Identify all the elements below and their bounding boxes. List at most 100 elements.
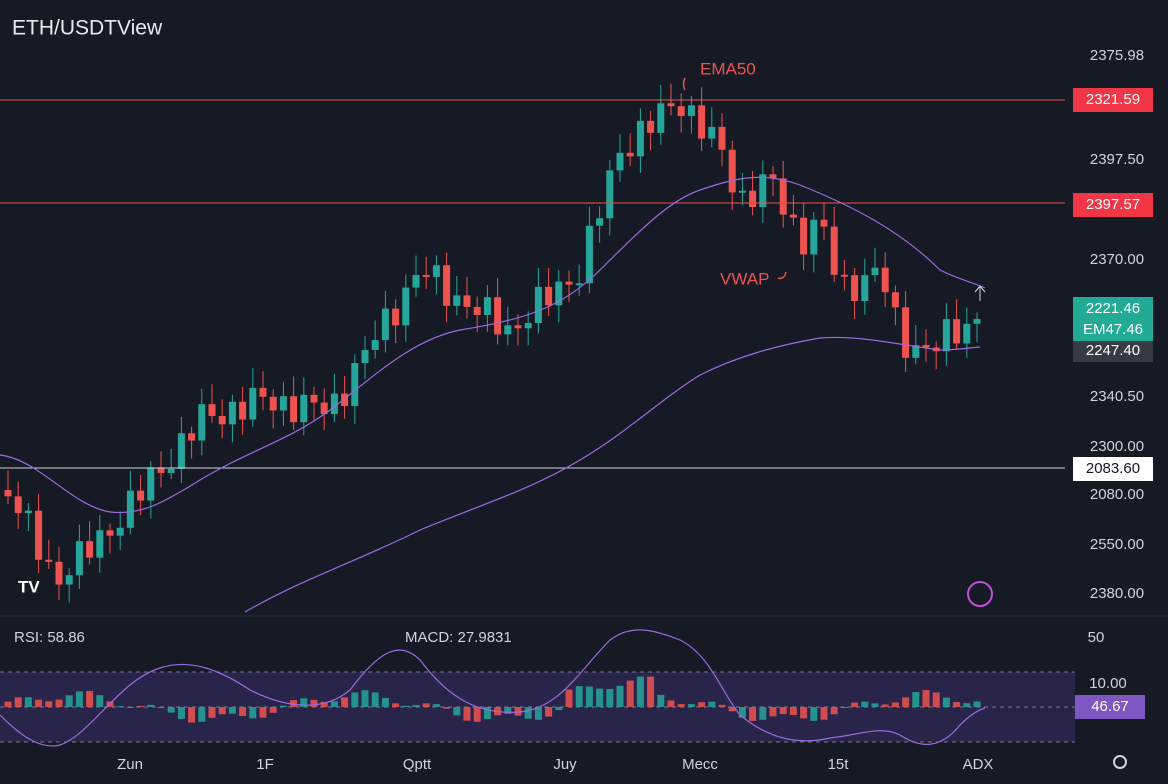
histogram-bar — [606, 688, 614, 707]
histogram-bar — [759, 707, 767, 720]
candle-body — [432, 265, 440, 277]
histogram-bar — [422, 703, 430, 707]
candle-body — [728, 149, 736, 193]
candle-body — [708, 126, 716, 139]
arrow-icon — [974, 285, 986, 301]
candle-body — [667, 103, 675, 107]
candle-body — [443, 265, 451, 306]
candle-body — [116, 527, 124, 536]
candle-body — [759, 174, 767, 208]
candle-body — [75, 541, 83, 576]
candle-body — [483, 297, 491, 315]
replay-icon[interactable] — [967, 581, 993, 607]
histogram-bar — [55, 699, 63, 707]
histogram-bar — [932, 692, 940, 707]
histogram-bar — [657, 694, 665, 707]
settings-icon[interactable] — [1113, 755, 1127, 769]
candle-body — [279, 396, 287, 411]
rsi-label: RSI: 58.86 — [14, 629, 85, 646]
histogram-bar — [4, 701, 12, 707]
candle-body — [657, 103, 665, 133]
candle-body — [851, 275, 859, 301]
candle-body — [167, 468, 175, 473]
histogram-bar — [96, 695, 104, 707]
candle-body — [341, 393, 349, 407]
histogram-bar — [953, 702, 961, 707]
candle-body — [902, 307, 910, 358]
histogram-bar — [881, 704, 889, 707]
candle-body — [259, 387, 267, 397]
candle-body — [830, 226, 838, 275]
candle-body — [310, 394, 318, 403]
price-tag-text: 2083.60 — [1086, 460, 1140, 477]
histogram-bar — [86, 691, 94, 707]
histogram-bar — [677, 704, 685, 707]
candle-body — [86, 541, 94, 558]
candle-body — [840, 274, 848, 277]
macd-label: MACD: 27.9831 — [405, 629, 512, 646]
histogram-bar — [504, 707, 512, 714]
time-label: 15t — [828, 756, 850, 773]
histogram-bar — [188, 707, 196, 723]
price-tag — [1073, 297, 1153, 341]
histogram-bar — [647, 676, 655, 707]
candle-body — [126, 490, 134, 528]
candle-body — [514, 325, 522, 329]
candle-body — [198, 404, 206, 441]
candle-body — [698, 105, 706, 139]
histogram-bar — [534, 707, 542, 720]
histogram-bar — [371, 692, 379, 707]
indicator-axis-label: 50 — [1088, 629, 1105, 646]
price-tag — [1073, 457, 1153, 481]
histogram-bar — [259, 707, 267, 718]
price-tag — [1073, 341, 1153, 362]
time-label: Zun — [117, 756, 143, 773]
candle-body — [616, 152, 624, 171]
candle-body — [596, 218, 604, 226]
candle-body — [45, 559, 53, 562]
candle-body — [106, 530, 114, 536]
chart-title: ETH/USDTView — [12, 17, 163, 40]
candle-body — [330, 393, 338, 415]
histogram-bar — [14, 697, 22, 707]
histogram-bar — [116, 706, 124, 708]
candle-body — [249, 387, 257, 420]
histogram-bar — [687, 704, 695, 707]
histogram-bar — [616, 685, 624, 707]
vwap-label: VWAP — [720, 269, 769, 288]
histogram-bar — [208, 707, 216, 718]
histogram-bar — [963, 703, 971, 707]
candle-body — [677, 106, 685, 117]
histogram-bar — [453, 707, 461, 716]
histogram-bar — [147, 704, 155, 707]
candle-body — [575, 283, 583, 286]
candle-body — [35, 510, 43, 560]
candle-body — [565, 281, 573, 285]
candle-body — [881, 267, 889, 293]
histogram-bar — [524, 707, 532, 719]
candle-body — [463, 295, 471, 307]
candle-body — [422, 275, 430, 278]
histogram-bar — [361, 690, 369, 707]
candle-body — [524, 323, 532, 329]
histogram-bar — [24, 697, 32, 707]
price-label: 2550.00 — [1090, 536, 1144, 553]
histogram-bar — [167, 707, 175, 713]
histogram-bar — [412, 705, 420, 707]
price-axis: 2375.98 2397.50 2370.00 2340.50 2300.00 … — [1090, 47, 1144, 602]
histogram-bar — [871, 703, 879, 707]
histogram-bar — [126, 707, 134, 708]
histogram-bar — [718, 704, 726, 707]
histogram-bar — [65, 695, 73, 707]
histogram-bar — [300, 698, 308, 707]
histogram-bar — [35, 699, 43, 707]
candle-body — [585, 225, 593, 284]
ema-label: EMA50 — [700, 59, 756, 78]
candle-body — [545, 286, 553, 306]
price-label: 2370.00 — [1090, 251, 1144, 268]
time-label: 1F — [256, 756, 274, 773]
price-tag-text: 2247.40 — [1086, 342, 1140, 359]
histogram-bar — [769, 707, 777, 717]
histogram-bar — [698, 702, 706, 707]
